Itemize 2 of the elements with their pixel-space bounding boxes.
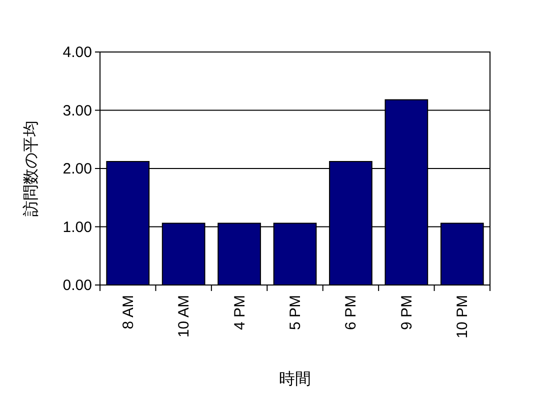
xlabel: 時間 bbox=[279, 371, 311, 388]
ylabel: 訪問数の平均 bbox=[23, 120, 40, 216]
